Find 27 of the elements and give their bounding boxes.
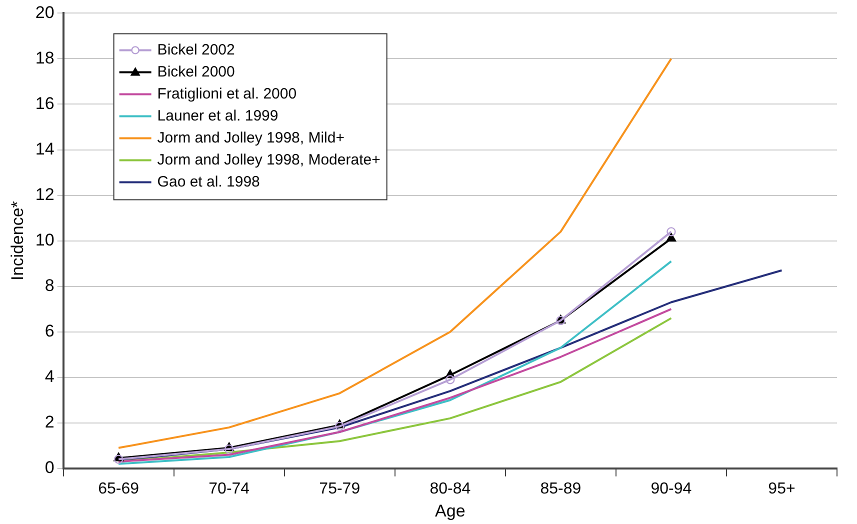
legend-label: Fratiglioni et al. 2000 [157,85,297,102]
y-tick-label: 0 [44,458,54,478]
x-tick-label: 90-94 [650,480,692,498]
legend-label: Jorm and Jolley 1998, Mild+ [157,129,345,146]
legend-label: Jorm and Jolley 1998, Moderate+ [157,151,381,168]
x-tick-label: 80-84 [430,480,471,498]
x-tick-label: 70-74 [208,480,250,498]
x-tick-label: 95+ [768,480,796,498]
y-tick-label: 6 [44,322,54,341]
x-axis-title: Age [435,501,466,520]
x-tick-label: 75-79 [319,480,360,498]
legend-label: Launer et al. 1999 [157,107,278,124]
y-tick-label: 20 [35,2,54,22]
y-tick-label: 16 [35,94,54,113]
legend-label: Bickel 2000 [157,63,235,80]
y-tick-label: 12 [35,184,54,204]
y-tick-label: 14 [35,139,54,158]
y-tick-label: 10 [35,230,54,250]
y-tick-label: 18 [35,48,54,68]
y-tick-label: 8 [44,276,54,296]
legend-label: Bickel 2002 [157,41,235,58]
y-tick-label: 2 [44,412,54,432]
y-tick-label: 4 [44,367,54,386]
legend-label: Gao et al. 1998 [157,173,260,190]
x-tick-label: 85-89 [540,480,582,498]
x-tick-label: 65-69 [98,480,140,498]
y-axis-title: Incidence* [8,200,27,280]
